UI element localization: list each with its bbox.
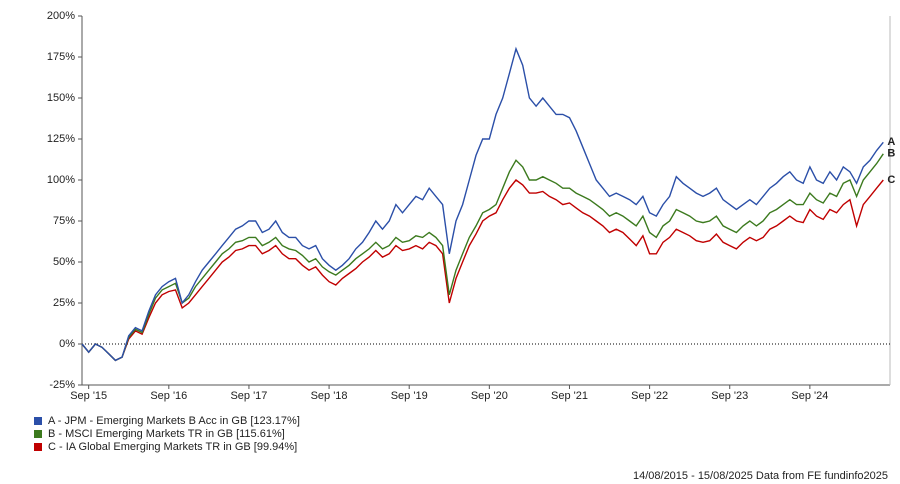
x-tick-label: Sep '23 — [711, 390, 748, 402]
x-tick-label: Sep '24 — [791, 390, 828, 402]
x-tick-label: Sep '16 — [150, 390, 187, 402]
end-label: B — [887, 148, 895, 160]
legend-swatch — [34, 443, 42, 451]
footer: 14/08/2015 - 15/08/2025 Data from FE fun… — [633, 470, 888, 482]
legend-label: A - JPM - Emerging Markets B Acc in GB [… — [48, 415, 300, 427]
x-tick-label: Sep '19 — [391, 390, 428, 402]
legend-label: B - MSCI Emerging Markets TR in GB [115.… — [48, 428, 285, 440]
y-tick-label: 200% — [47, 10, 75, 22]
end-label: A — [887, 136, 895, 148]
x-tick-label: Sep '17 — [230, 390, 267, 402]
series-line — [81, 153, 884, 362]
y-tick-label: 50% — [53, 256, 75, 268]
x-tick-label: Sep '22 — [631, 390, 668, 402]
end-label: C — [887, 174, 895, 186]
series-line — [81, 46, 884, 362]
legend-label: C - IA Global Emerging Markets TR in GB … — [48, 441, 297, 453]
y-tick-label: 150% — [47, 92, 75, 104]
y-tick-label: 125% — [47, 133, 75, 145]
legend-swatch — [34, 417, 42, 425]
y-tick-label: 75% — [53, 215, 75, 227]
y-tick-label: 25% — [53, 297, 75, 309]
y-tick-label: -25% — [49, 379, 75, 391]
legend-swatch — [34, 430, 42, 438]
x-tick-label: Sep '20 — [471, 390, 508, 402]
x-tick-label: Sep '18 — [311, 390, 348, 402]
series-line — [81, 179, 884, 362]
y-tick-label: 0% — [59, 338, 75, 350]
y-tick-label: 175% — [47, 51, 75, 63]
y-tick-label: 100% — [47, 174, 75, 186]
x-tick-label: Sep '21 — [551, 390, 588, 402]
x-tick-label: Sep '15 — [70, 390, 107, 402]
